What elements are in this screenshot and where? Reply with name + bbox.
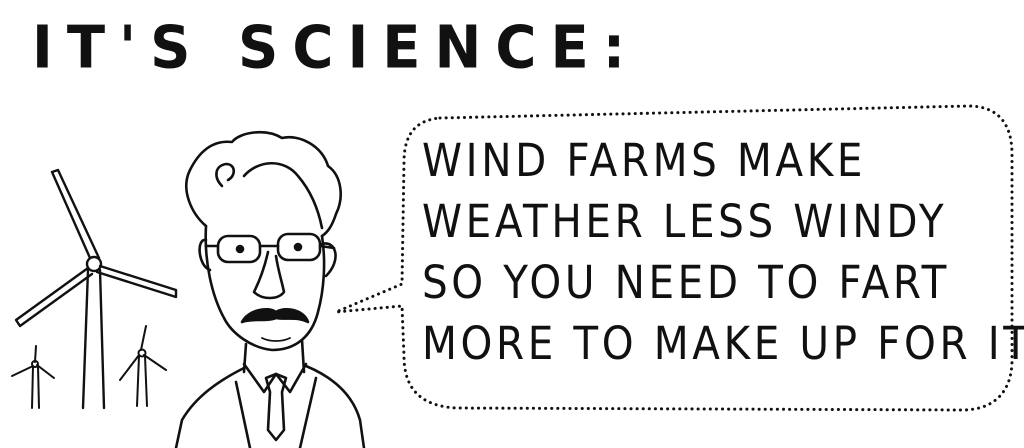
speech-line: WIND FARMS MAKE bbox=[422, 134, 867, 187]
wind-turbine-icon bbox=[14, 168, 178, 410]
wind-turbine-icon bbox=[11, 345, 55, 409]
scientist-figure bbox=[174, 130, 366, 448]
speech-bubble bbox=[334, 104, 1014, 412]
speech-line: SO YOU NEED TO FART bbox=[422, 256, 951, 309]
speech-bubble-text: WIND FARMS MAKE WEATHER LESS WINDY SO YO… bbox=[422, 130, 1024, 374]
comic-title: IT'S SCIENCE: bbox=[32, 14, 640, 83]
speech-line: WEATHER LESS WINDY bbox=[422, 195, 948, 248]
speech-line: MORE TO MAKE UP FOR IT! bbox=[422, 317, 1024, 370]
wind-turbine-icon bbox=[119, 325, 167, 407]
